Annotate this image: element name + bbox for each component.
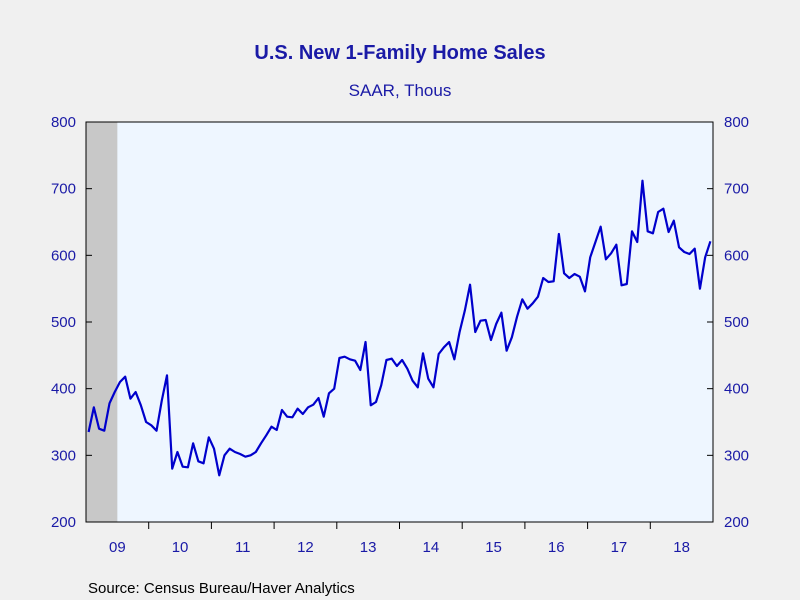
y-tick-label-left: 600 <box>51 247 76 264</box>
y-tick-label-left: 300 <box>51 447 76 464</box>
y-tick-label-left: 400 <box>51 381 76 398</box>
y-tick-label-right: 800 <box>724 114 749 131</box>
y-axis-right: 200 300 400 500 600 700 800 <box>707 114 749 531</box>
x-tick-label: 14 <box>423 539 440 556</box>
x-tick-label: 17 <box>611 539 628 556</box>
source-note: Source: Census Bureau/Haver Analytics <box>88 580 355 597</box>
y-tick-label-right: 700 <box>724 181 749 198</box>
chart-title: U.S. New 1-Family Home Sales <box>254 42 545 64</box>
series-line <box>87 179 712 477</box>
y-tick-label-right: 400 <box>724 381 749 398</box>
y-tick-label-right: 200 <box>724 514 749 531</box>
y-tick-label-right: 300 <box>724 447 749 464</box>
x-tick-label: 13 <box>360 539 377 556</box>
x-tick-label: 09 <box>109 539 126 556</box>
y-tick-label-left: 200 <box>51 514 76 531</box>
y-tick-label-left: 800 <box>51 114 76 131</box>
x-tick-label: 11 <box>235 539 251 556</box>
x-tick-label: 15 <box>485 539 502 556</box>
y-axis-left: 200 300 400 500 600 700 800 <box>51 114 92 531</box>
x-tick-label: 18 <box>673 539 690 556</box>
y-tick-label-left: 700 <box>51 181 76 198</box>
x-tick-label: 10 <box>172 539 189 556</box>
y-tick-label-right: 600 <box>724 247 749 264</box>
y-tick-label-left: 500 <box>51 314 76 331</box>
y-tick-label-right: 500 <box>724 314 749 331</box>
x-tick-label: 12 <box>297 539 314 556</box>
x-axis: 09 10 11 12 13 14 15 16 17 18 <box>109 522 690 556</box>
x-tick-label: 16 <box>548 539 565 556</box>
chart-subtitle: SAAR, Thous <box>349 81 452 100</box>
